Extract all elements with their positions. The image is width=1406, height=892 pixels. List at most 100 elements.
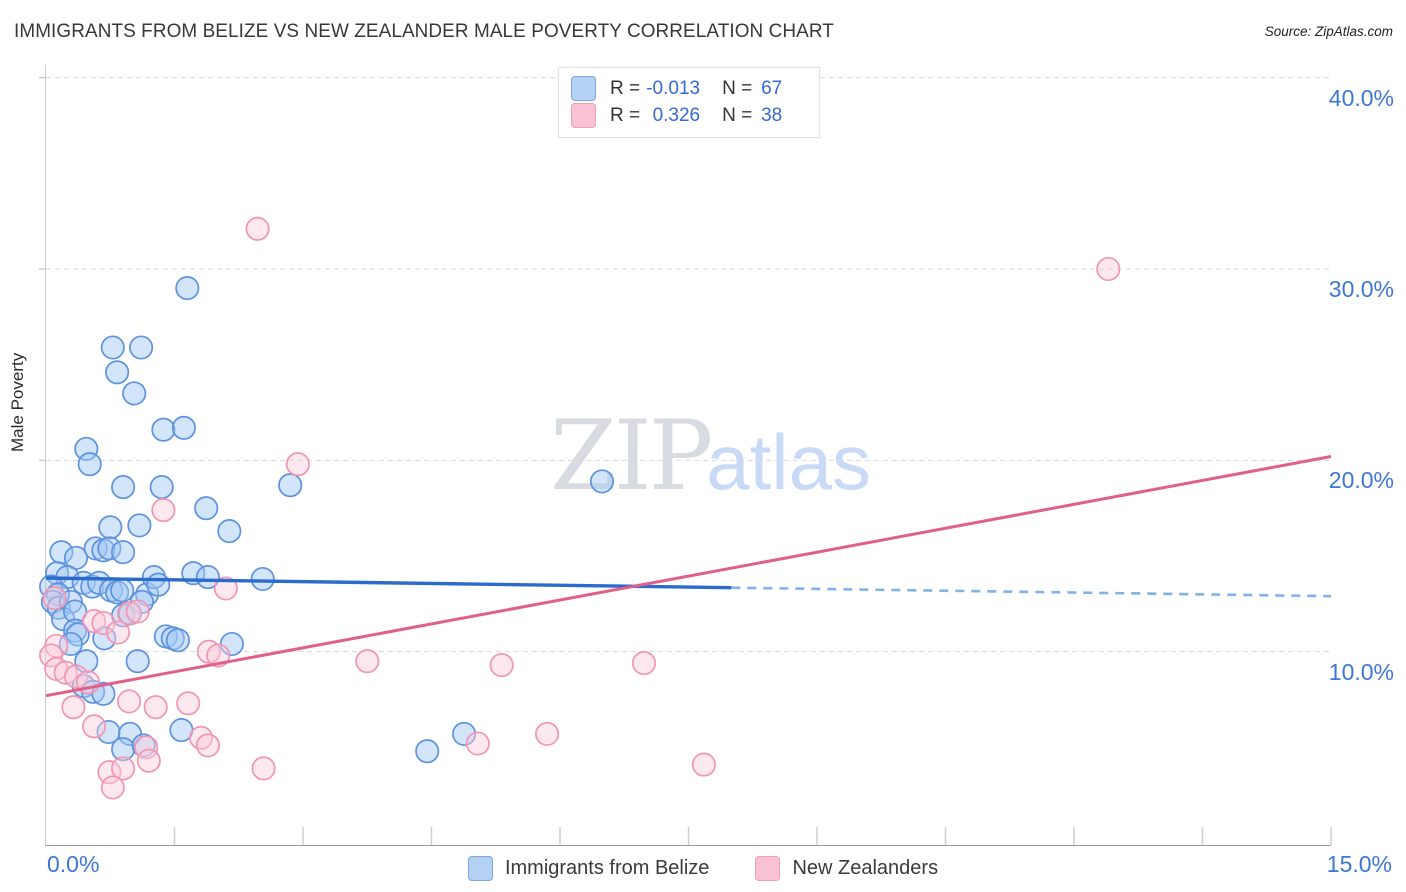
- stats-legend-box: R = -0.013 N = 67 R = 0.326 N = 38: [558, 67, 820, 138]
- belize-point: [110, 578, 135, 603]
- nz-point: [535, 721, 560, 746]
- nz-point: [136, 748, 161, 773]
- zipatlas-watermark: ZIPatlas: [550, 400, 871, 512]
- nz-swatch-icon: [755, 855, 781, 881]
- n-value-nz: 38: [761, 104, 783, 126]
- nz-point: [63, 664, 89, 689]
- plot-area: [39, 65, 1332, 846]
- watermark-zip: ZIP: [550, 400, 713, 512]
- nz-point: [100, 775, 125, 800]
- x-tick-max: 15.0%: [1326, 851, 1392, 877]
- belize-point: [195, 565, 220, 590]
- r-label: R =: [610, 77, 641, 99]
- nz-swatch-icon: [571, 103, 596, 128]
- series-legend: Immigrants from Belize New Zealanders: [0, 846, 1406, 890]
- belize-point: [122, 381, 147, 406]
- belize-point: [278, 473, 303, 498]
- belize-point: [141, 565, 166, 590]
- y-tick-label: 30.0%: [1328, 276, 1394, 302]
- belize-point: [105, 360, 130, 385]
- n-value-belize: 67: [761, 77, 783, 99]
- nz-point: [143, 695, 168, 720]
- belize-point: [83, 536, 108, 561]
- legend-item-nz: New Zealanders: [755, 855, 939, 881]
- n-label: N =: [722, 104, 753, 126]
- nz-point: [176, 691, 201, 716]
- nz-point: [285, 452, 310, 477]
- belize-point: [80, 574, 105, 599]
- nz-point: [111, 756, 136, 781]
- y-axis-title: Male Poverty: [8, 352, 27, 452]
- belize-point: [111, 475, 136, 500]
- belize-point: [151, 417, 176, 442]
- belize-point: [125, 649, 150, 674]
- belize-trend-line: [45, 576, 732, 590]
- belize-point: [171, 415, 196, 440]
- nz-point: [81, 714, 107, 739]
- legend-item-belize: Immigrants from Belize: [467, 855, 710, 881]
- legend-label-belize: Immigrants from Belize: [504, 856, 710, 879]
- stats-row-belize: R = -0.013 N = 67: [571, 75, 807, 102]
- belize-point: [415, 739, 440, 764]
- nz-point: [355, 649, 380, 674]
- belize-point: [100, 335, 125, 360]
- belize-trend-line-dashed: [731, 586, 1332, 598]
- nz-point: [91, 610, 116, 636]
- nz-point: [189, 725, 214, 750]
- r-label: R =: [610, 104, 641, 126]
- nz-point: [117, 601, 142, 626]
- nz-point: [125, 599, 150, 624]
- r-value-nz: 0.326: [652, 104, 701, 126]
- belize-point: [149, 475, 174, 500]
- belize-point: [589, 469, 615, 494]
- chart-title: IMMIGRANTS FROM BELIZE VS NEW ZEALANDER …: [14, 20, 834, 42]
- n-label: N =: [722, 77, 753, 99]
- belize-point: [146, 572, 171, 597]
- belize-point: [63, 618, 88, 643]
- nz-point: [195, 733, 220, 758]
- stats-row-nz: R = 0.326 N = 38: [571, 102, 807, 129]
- belize-point: [452, 721, 477, 746]
- nz-point: [465, 731, 490, 756]
- belize-point: [194, 496, 219, 521]
- nz-point: [245, 216, 270, 241]
- nz-point: [1096, 256, 1121, 282]
- y-tick-label: 10.0%: [1328, 658, 1394, 685]
- nz-point: [105, 620, 131, 645]
- nz-point: [97, 760, 122, 785]
- belize-point: [127, 513, 152, 538]
- plot-svg: [39, 76, 1332, 845]
- x-tick-min: 0.0%: [47, 851, 100, 877]
- nz-point: [213, 576, 238, 601]
- nz-point: [489, 653, 514, 678]
- watermark-atlas: atlas: [706, 418, 871, 506]
- nz-point: [81, 609, 107, 634]
- legend-label-nz: New Zealanders: [792, 856, 939, 879]
- nz-point: [691, 752, 716, 777]
- belize-point: [111, 737, 136, 762]
- belize-point: [74, 436, 99, 461]
- nz-point: [117, 689, 142, 714]
- source-credit: Source: ZipAtlas.com: [1264, 24, 1393, 39]
- belize-point: [111, 540, 136, 565]
- nz-point: [61, 695, 86, 720]
- belize-point: [97, 536, 122, 561]
- belize-swatch-icon: [571, 76, 596, 101]
- nz-point: [631, 651, 657, 676]
- nz-point: [39, 643, 64, 668]
- nz-trend-line: [45, 455, 1332, 698]
- belize-point: [77, 452, 102, 477]
- belize-point: [217, 519, 242, 544]
- nz-point: [42, 586, 67, 611]
- belize-point: [250, 566, 275, 592]
- y-tick-label: 20.0%: [1328, 467, 1394, 494]
- belize-point: [165, 628, 190, 653]
- belize-point: [175, 276, 200, 301]
- r-value-belize: -0.013: [646, 77, 701, 99]
- belize-point: [63, 599, 88, 624]
- belize-swatch-icon: [467, 855, 493, 881]
- y-tick-label: 40.0%: [1328, 84, 1394, 111]
- nz-point: [151, 498, 176, 523]
- nz-point: [251, 756, 276, 781]
